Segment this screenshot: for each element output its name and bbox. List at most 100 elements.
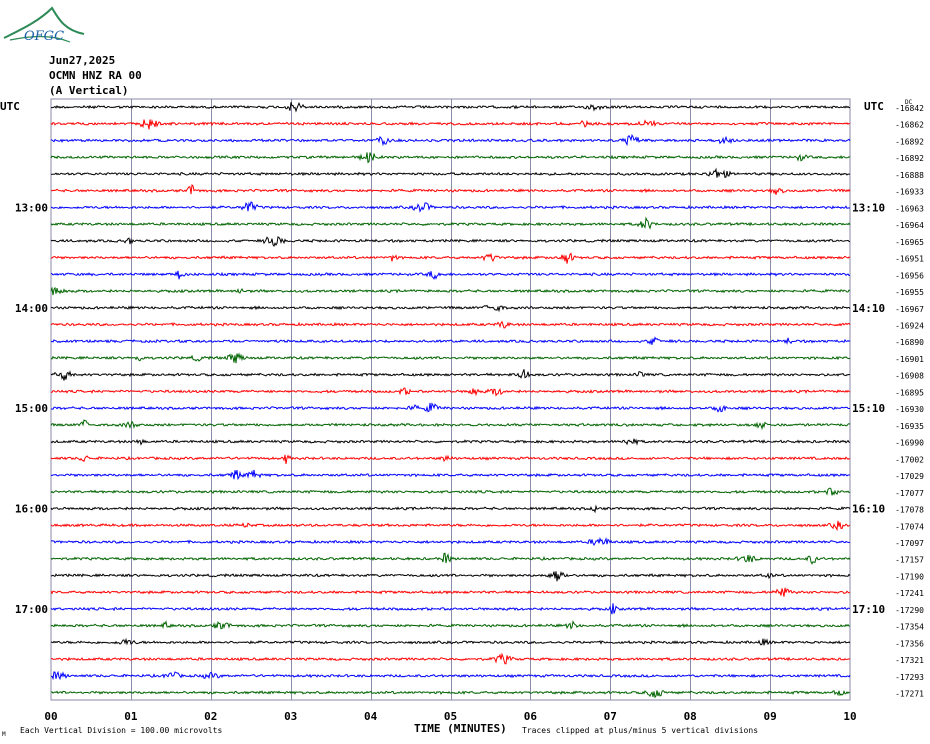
utc-label-right: UTC	[864, 100, 884, 113]
seismic-trace	[50, 152, 851, 164]
dc-offset-label: -16895	[895, 388, 924, 397]
dc-offset-label: -16924	[895, 321, 924, 330]
seismic-trace	[50, 286, 851, 296]
x-tick-label: 08	[684, 710, 697, 723]
seismic-trace	[50, 637, 851, 646]
seismic-trace	[50, 536, 851, 547]
dc-offset-label: -16951	[895, 255, 924, 264]
hour-label-right: 13:10	[852, 201, 885, 214]
x-tick-label: 02	[204, 710, 217, 723]
dc-offset-label: -17078	[895, 506, 924, 515]
x-tick-label: 06	[524, 710, 538, 723]
logo-swoosh	[3, 6, 85, 39]
dc-offset-label: -17157	[895, 556, 924, 565]
dc-offset-label: -16933	[895, 188, 924, 197]
dc-offset-label: -17190	[895, 572, 924, 581]
seismic-trace	[51, 101, 851, 113]
dc-header-label: DC	[905, 99, 913, 106]
x-axis-label: TIME (MINUTES)	[414, 722, 507, 735]
seismic-trace	[50, 320, 851, 329]
seismic-trace	[50, 336, 851, 345]
seismic-trace	[50, 504, 851, 514]
seismic-trace	[50, 603, 851, 615]
dc-offset-label: -17354	[895, 623, 924, 632]
hour-label-right: 16:10	[852, 503, 885, 516]
dc-offset-label: -16964	[895, 221, 924, 230]
seismic-trace	[50, 369, 851, 381]
logo-text: OFGC	[24, 29, 64, 44]
seismic-trace	[50, 487, 851, 496]
seismic-trace	[50, 652, 851, 665]
seismic-trace	[50, 133, 851, 147]
dc-offset-label: -16842	[895, 104, 924, 113]
dc-offset-label: -17074	[895, 522, 924, 531]
x-tick-label: 05	[444, 710, 457, 723]
dc-offset-label: -17002	[895, 455, 924, 464]
plot-frame	[50, 98, 851, 701]
seismic-trace	[50, 620, 851, 630]
ofgc-logo: OFGC	[3, 6, 85, 44]
seismic-trace	[50, 469, 851, 481]
seismic-trace	[50, 118, 851, 130]
seismic-trace	[51, 402, 851, 413]
date-label: Jun27,2025	[49, 54, 116, 67]
hour-label-left: 15:00	[15, 402, 48, 415]
x-tick-label: 07	[604, 710, 617, 723]
x-tick-label: 10	[843, 710, 856, 723]
seismic-trace	[50, 304, 851, 313]
seismic-trace	[50, 252, 851, 264]
hour-label-left: 16:00	[15, 503, 48, 516]
hour-label-right: 14:10	[852, 302, 885, 315]
logo-swoosh-lower	[9, 35, 71, 43]
dc-offset-label: -16892	[895, 154, 924, 163]
seismic-trace	[50, 587, 851, 597]
dc-offset-label: -16901	[895, 355, 924, 364]
time-grid	[50, 98, 851, 701]
dc-offset-label: -16963	[895, 204, 924, 213]
dc-offset-label: -16990	[895, 439, 924, 448]
dc-offset-label: -17293	[895, 673, 924, 682]
seismic-trace	[50, 670, 851, 681]
dc-offset-label: -17097	[895, 539, 924, 548]
dc-offset-label: -17029	[895, 472, 924, 481]
seismic-trace	[50, 438, 851, 446]
seismic-trace	[50, 419, 851, 431]
seismic-trace	[50, 216, 851, 230]
dc-offset-label: -16892	[895, 137, 924, 146]
seismic-trace	[50, 552, 851, 565]
corner-mark: M	[2, 731, 6, 738]
hour-label-left: 17:00	[15, 603, 48, 616]
x-tick-label: 04	[364, 710, 378, 723]
seismic-trace	[50, 387, 851, 397]
dc-offset-label: -16956	[895, 271, 924, 280]
seismic-trace	[50, 167, 851, 179]
dc-offset-label: -16955	[895, 288, 924, 297]
seismic-trace	[50, 352, 851, 364]
dc-offset-label: -16967	[895, 305, 924, 314]
scale-note: Each Vertical Division = 100.00 microvol…	[20, 726, 222, 735]
seismic-trace	[50, 454, 851, 464]
hour-label-right: 15:10	[852, 402, 885, 415]
dc-offset-label: -16890	[895, 338, 924, 347]
dc-offset-label: -17356	[895, 639, 924, 648]
dc-offset-label: -17321	[895, 656, 924, 665]
dc-offset-label: -16908	[895, 372, 924, 381]
seismic-traces	[50, 101, 851, 699]
dc-offset-label: -16862	[895, 121, 924, 130]
seismic-trace	[50, 520, 851, 532]
x-tick-label: 03	[284, 710, 297, 723]
dc-offset-label: -17241	[895, 589, 924, 598]
seismic-trace	[50, 570, 851, 582]
hour-label-right: 17:10	[852, 603, 885, 616]
component-label: (A Vertical)	[49, 84, 129, 97]
dc-offset-label: -16888	[895, 171, 924, 180]
dc-offset-label: -17271	[895, 690, 924, 699]
hour-label-left: 14:00	[15, 302, 48, 315]
x-tick-label: 00	[44, 710, 57, 723]
x-tick-label: 09	[763, 710, 776, 723]
dc-offset-label: -16935	[895, 422, 924, 431]
x-tick-label: 01	[124, 710, 138, 723]
hour-label-left: 13:00	[15, 201, 48, 214]
seismic-trace	[50, 183, 851, 195]
